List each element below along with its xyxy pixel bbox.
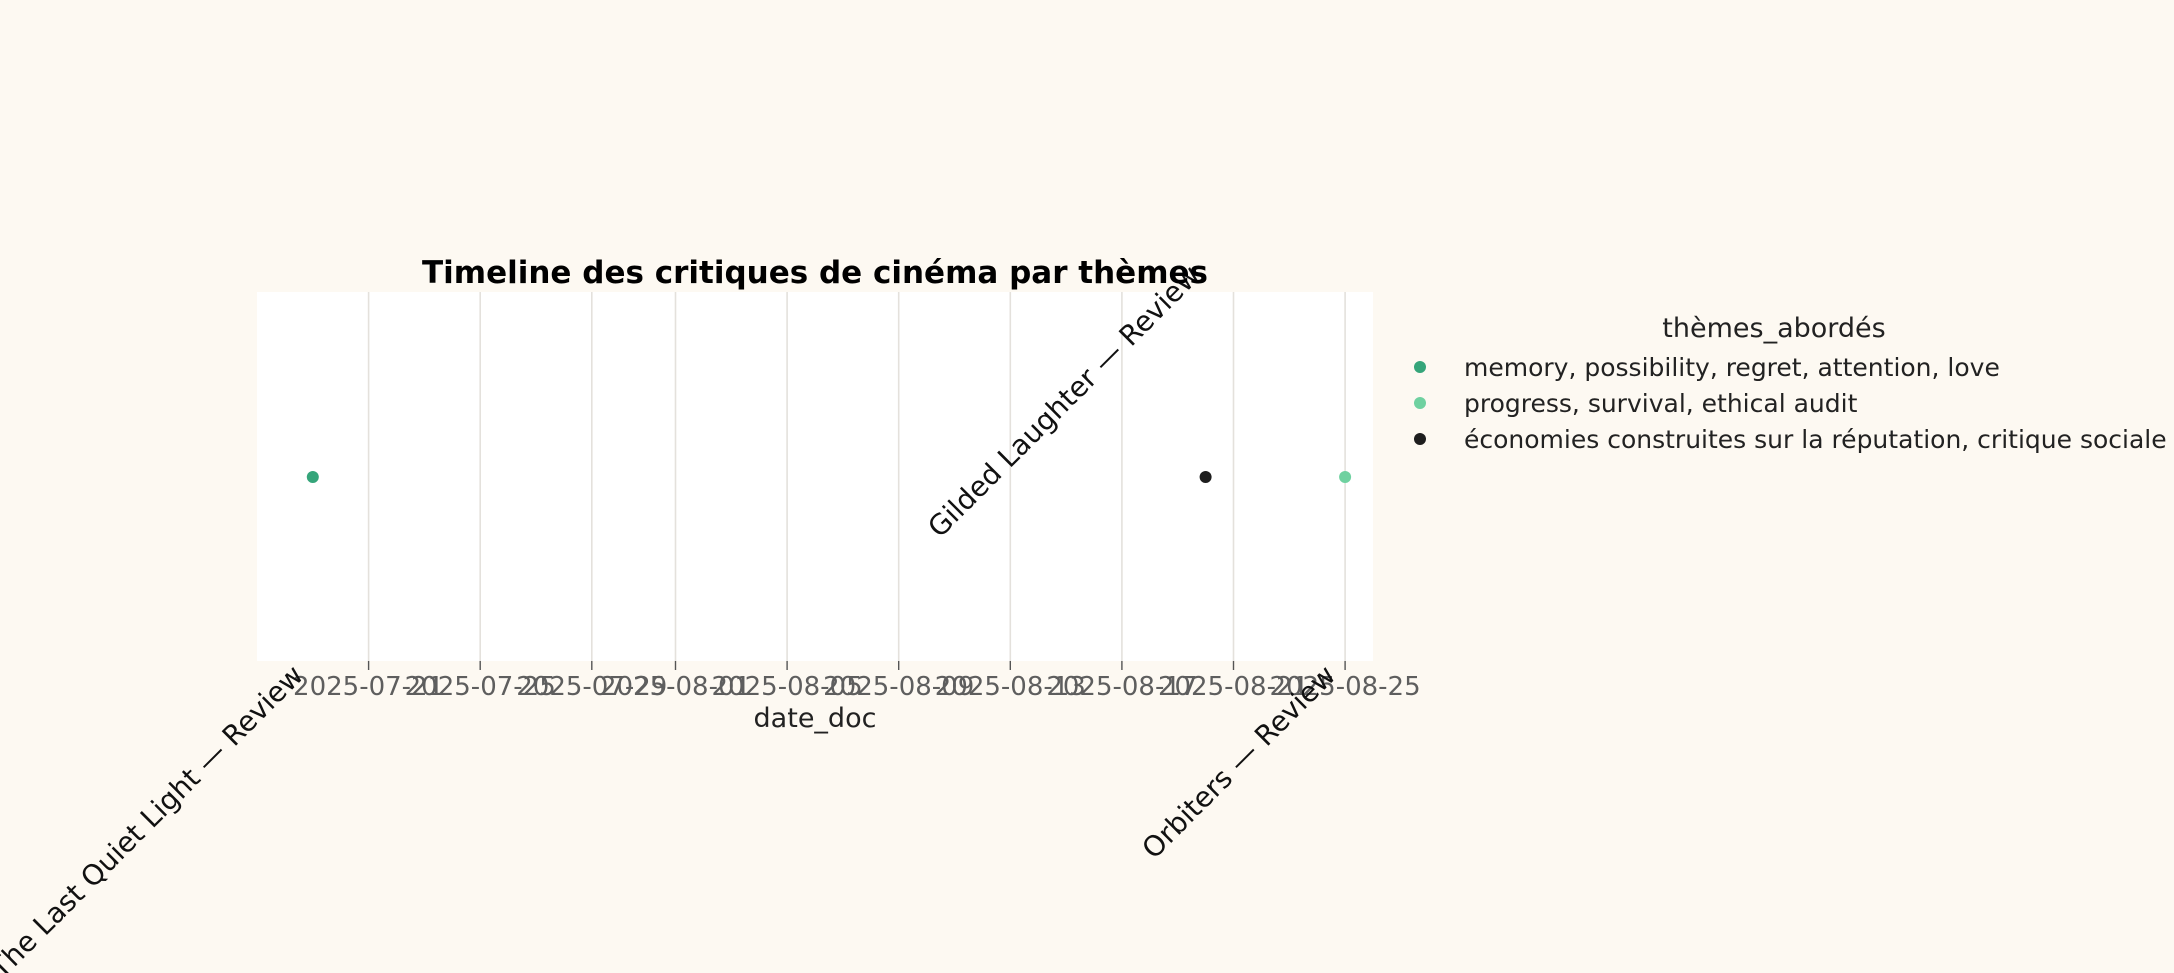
x-tick-label: 2025-08-05 <box>712 672 863 702</box>
legend-entry-label: memory, possibility, regret, attention, … <box>1464 353 2000 382</box>
x-axis-ticks: 2025-07-212025-07-252025-07-292025-08-01… <box>293 661 1421 702</box>
legend-marker <box>1414 361 1426 373</box>
legend-entry-label: économies construites sur la réputation,… <box>1464 425 2167 454</box>
data-point <box>1199 471 1212 483</box>
legend-title: thèmes_abordés <box>1662 313 1885 344</box>
x-tick-label: 2025-08-21 <box>1158 672 1309 702</box>
point-annotation: The Last Quiet Light — Review <box>0 659 310 973</box>
x-tick-label: 2025-07-29 <box>516 672 667 702</box>
chart-title: Timeline des critiques de cinéma par thè… <box>422 255 1208 291</box>
x-tick-label: 2025-07-21 <box>293 672 444 702</box>
x-tick-label: 2025-08-09 <box>823 672 974 702</box>
x-tick-label: 2025-08-17 <box>1046 672 1197 702</box>
data-point <box>1339 471 1352 483</box>
legend-marker <box>1414 397 1426 409</box>
data-point <box>306 471 319 483</box>
data-points <box>306 471 1352 483</box>
plot-area <box>257 292 1373 661</box>
legend-entry-label: progress, survival, ethical audit <box>1464 389 1858 418</box>
x-tick-label: 2025-07-25 <box>405 672 556 702</box>
x-tick-label: 2025-08-25 <box>1270 672 1421 702</box>
x-tick-label: 2025-08-01 <box>600 672 751 702</box>
legend: thèmes_abordés memory, possibility, regr… <box>1414 313 2167 454</box>
legend-marker <box>1414 433 1426 445</box>
x-axis-label: date_doc <box>754 703 877 734</box>
x-tick-label: 2025-08-13 <box>935 672 1086 702</box>
